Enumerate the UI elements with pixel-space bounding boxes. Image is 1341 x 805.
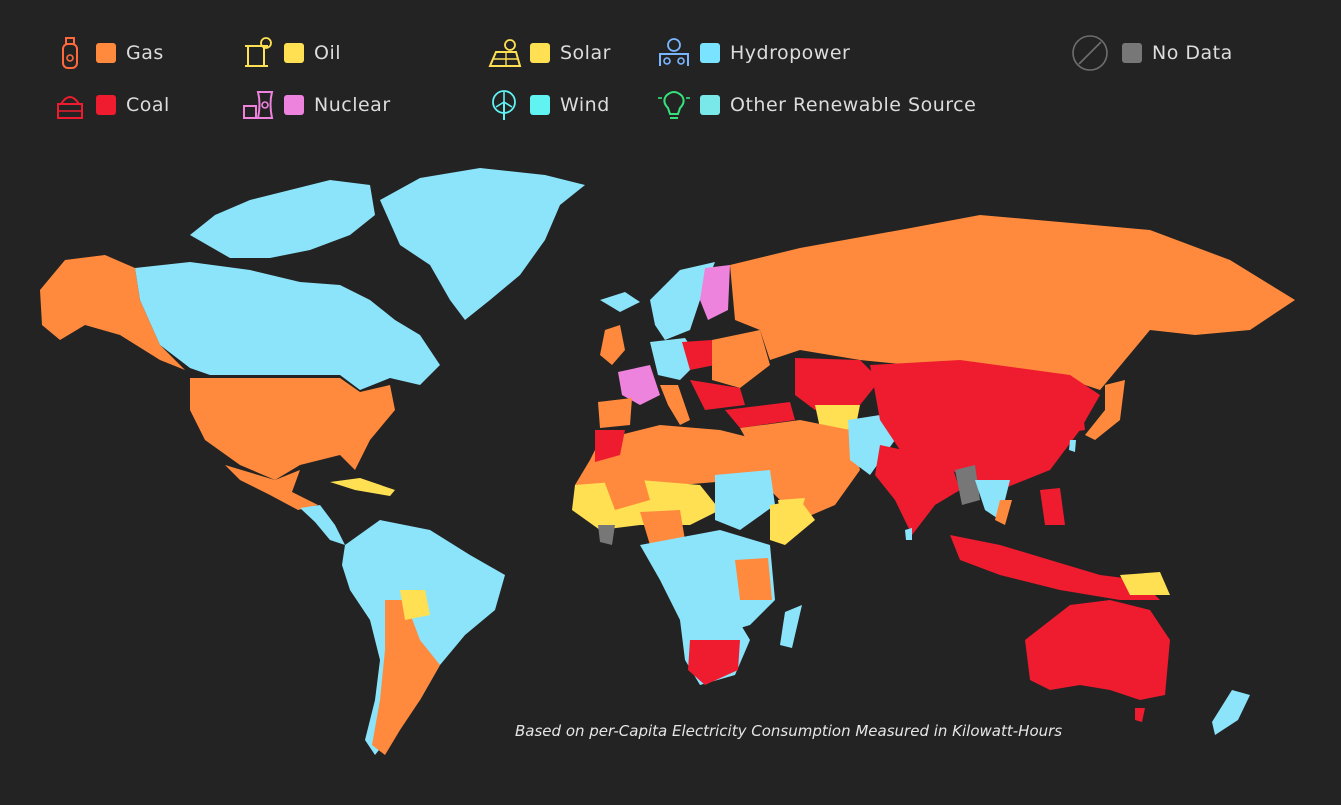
region-taiwan — [1069, 440, 1076, 452]
no-data-label: No Data — [1152, 42, 1233, 64]
legend-item-oil: Oil — [240, 36, 341, 70]
region-usa — [190, 378, 395, 480]
coal-label: Coal — [126, 94, 170, 116]
nuclear-plant-icon — [243, 91, 274, 119]
wind-turbine-icon — [492, 90, 516, 120]
coal-swatch — [96, 95, 116, 115]
region-central-america — [300, 505, 345, 545]
solar-swatch — [530, 43, 550, 63]
region-middle-east — [740, 420, 860, 520]
legend-item-solar: Solar — [486, 36, 611, 70]
legend-item-coal: Coal — [52, 88, 170, 122]
hydropower-swatch — [700, 43, 720, 63]
region-india — [875, 445, 960, 535]
region-mali — [600, 465, 650, 510]
region-tanzania — [735, 558, 772, 600]
region-horn — [770, 500, 815, 545]
lightbulb-icon — [658, 91, 690, 119]
gas-cylinder-icon — [62, 37, 78, 69]
nuclear-swatch — [284, 95, 304, 115]
no-data-icon — [1072, 35, 1108, 71]
region-tasmania — [1135, 708, 1145, 722]
legend-item-other-renewable: Other Renewable Source — [656, 88, 976, 122]
legend-item-wind: Wind — [486, 88, 610, 122]
region-eastern-europe — [712, 330, 770, 388]
region-greenland — [380, 168, 585, 320]
legend-item-gas: Gas — [52, 36, 164, 70]
region-bolivia — [400, 590, 430, 620]
wind-label: Wind — [560, 94, 610, 116]
gas-label: Gas — [126, 42, 164, 64]
solar-label: Solar — [560, 42, 611, 64]
map-caption: Based on per-Capita Electricity Consumpt… — [515, 722, 1063, 740]
region-argentina — [372, 600, 440, 755]
region-alaska — [40, 255, 185, 370]
region-uk — [600, 325, 625, 365]
region-morocco — [595, 430, 625, 462]
oil-label: Oil — [314, 42, 342, 64]
region-canada — [135, 262, 440, 390]
region-new-zealand — [1212, 690, 1250, 735]
region-vietnam — [995, 500, 1012, 525]
legend-item-nuclear: Nuclear — [240, 88, 391, 122]
region-arctic-islands — [190, 180, 375, 258]
solar-panel-icon — [488, 39, 522, 67]
region-japan — [1085, 380, 1125, 440]
region-turkey — [725, 402, 795, 428]
hydropower-label: Hydropower — [730, 42, 851, 64]
region-france — [618, 365, 660, 405]
other-renewable-swatch — [700, 95, 720, 115]
region-iberia — [598, 398, 632, 428]
region-south-america — [342, 520, 505, 755]
region-sri-lanka — [905, 528, 912, 540]
region-central-africa — [640, 530, 775, 640]
region-finland — [700, 265, 730, 320]
region-russia — [730, 215, 1295, 390]
region-mexico — [225, 465, 318, 510]
region-caribbean — [330, 478, 395, 496]
region-sudan — [715, 470, 775, 530]
region-madagascar — [780, 605, 802, 648]
region-indonesia — [950, 535, 1160, 600]
coal-mine-icon — [57, 96, 83, 119]
region-png — [1120, 572, 1170, 595]
oil-pump-icon — [245, 37, 272, 67]
region-west-africa-gray — [598, 525, 615, 545]
region-norway-sweden — [650, 262, 715, 340]
region-philippines — [1040, 488, 1065, 525]
region-myanmar — [955, 465, 980, 505]
hydropower-icon — [659, 38, 689, 66]
region-korea — [1070, 405, 1085, 432]
legend-item-hydropower: Hydropower — [656, 36, 850, 70]
other-renewable-label: Other Renewable Source — [730, 94, 977, 116]
legend-item-no-data: No Data — [1070, 35, 1233, 71]
region-poland — [682, 340, 715, 370]
region-nigeria — [640, 510, 685, 545]
wind-swatch — [530, 95, 550, 115]
region-iceland — [600, 292, 640, 312]
oil-swatch — [284, 43, 304, 63]
region-balkans — [690, 380, 745, 410]
region-afghanistan — [848, 415, 895, 475]
region-australia — [1025, 600, 1170, 700]
region-south-africa — [688, 640, 740, 685]
nuclear-label: Nuclear — [314, 94, 391, 116]
gas-swatch — [96, 43, 116, 63]
no-data-swatch — [1122, 43, 1142, 63]
region-italy — [660, 385, 690, 425]
region-central-asia — [795, 358, 880, 410]
